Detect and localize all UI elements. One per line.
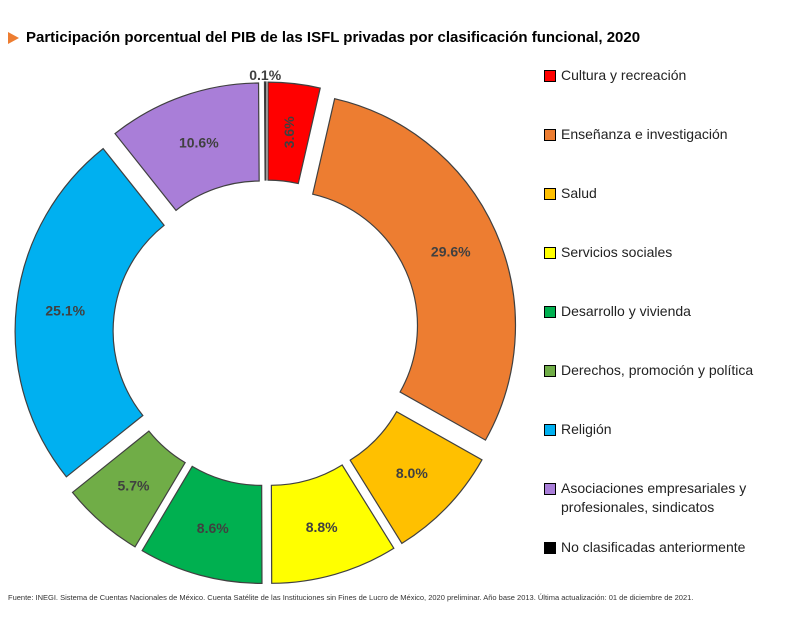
legend-label: Religión	[561, 421, 612, 437]
legend-label: No clasificadas anteriormente	[561, 539, 746, 555]
source-footer: Fuente: INEGI. Sistema de Cuentas Nacion…	[8, 593, 694, 602]
slice-ensenanza-e-investigacion	[311, 97, 517, 441]
legend-item-desarrollo-y-vivienda: Desarrollo y vivienda	[544, 302, 691, 321]
chart-title-row: Participación porcentual del PIB de las …	[8, 29, 640, 46]
legend-item-derechos-promocion-y-politica: Derechos, promoción y política	[544, 361, 753, 380]
data-label-desarrollo-y-vivienda: 8.6%	[197, 520, 229, 536]
legend-item-religion: Religión	[544, 420, 612, 439]
legend-swatch	[544, 247, 556, 259]
legend-item-servicios-sociales: Servicios sociales	[544, 243, 672, 262]
data-label-religion: 25.1%	[45, 303, 85, 319]
legend-swatch	[544, 306, 556, 318]
legend-label: Enseñanza e investigación	[561, 126, 728, 142]
data-label-cultura-y-recreacion: 3.6%	[281, 116, 297, 148]
chart-title: Participación porcentual del PIB de las …	[26, 29, 641, 46]
slice-no-clasificadas-anteriormente	[263, 81, 267, 181]
slice-derechos-promocion-y-politica	[71, 430, 186, 548]
legend-item-cultura-y-recreacion: Cultura y recreación	[544, 66, 686, 85]
data-label-ensenanza-e-investigacion: 29.6%	[431, 243, 471, 259]
legend-swatch	[544, 483, 556, 495]
data-label-no-clasificadas-anteriormente: 0.1%	[249, 67, 281, 83]
legend-swatch	[544, 188, 556, 200]
slice-salud	[349, 410, 483, 545]
slice-religion	[14, 147, 165, 478]
legend-item-salud: Salud	[544, 184, 597, 203]
data-label-servicios-sociales: 8.8%	[306, 519, 338, 535]
data-label-salud: 8.0%	[396, 465, 428, 481]
data-label-asociaciones-empresariales-y-profesionales-sindicatos: 10.6%	[179, 134, 219, 150]
legend-swatch	[544, 424, 556, 436]
legend-label: Asociaciones empresariales y profesional…	[561, 480, 747, 515]
slice-servicios-sociales	[270, 464, 395, 584]
data-label-derechos-promocion-y-politica: 5.7%	[118, 477, 150, 493]
legend-swatch	[544, 542, 556, 554]
donut-chart: 3.6% 29.6% 8.0% 8.8% 8.6% 5.7% 25.1% 10.6% 0.1%	[14, 67, 517, 584]
slice-desarrollo-y-vivienda	[141, 465, 263, 584]
legend-label: Derechos, promoción y política	[561, 362, 754, 378]
legend-swatch	[544, 70, 556, 82]
legend-label: Servicios sociales	[561, 244, 673, 260]
title-arrow-icon	[8, 31, 19, 44]
legend-item-asociaciones-empresariales-y-profesionales-sindicatos: Asociaciones empresariales y profesional…	[544, 479, 771, 517]
legend-label: Salud	[561, 185, 597, 201]
legend-label: Desarrollo y vivienda	[561, 303, 691, 319]
legend-item-ensenanza-e-investigacion: Enseñanza e investigación	[544, 125, 728, 144]
legend-label: Cultura y recreación	[561, 67, 687, 83]
slice-cultura-y-recreacion	[267, 81, 321, 185]
slice-asociaciones-empresariales-y-profesionales-sindicatos	[114, 82, 260, 212]
legend-swatch	[544, 129, 556, 141]
legend-swatch	[544, 365, 556, 377]
legend-item-no-clasificadas-anteriormente: No clasificadas anteriormente	[544, 538, 745, 557]
